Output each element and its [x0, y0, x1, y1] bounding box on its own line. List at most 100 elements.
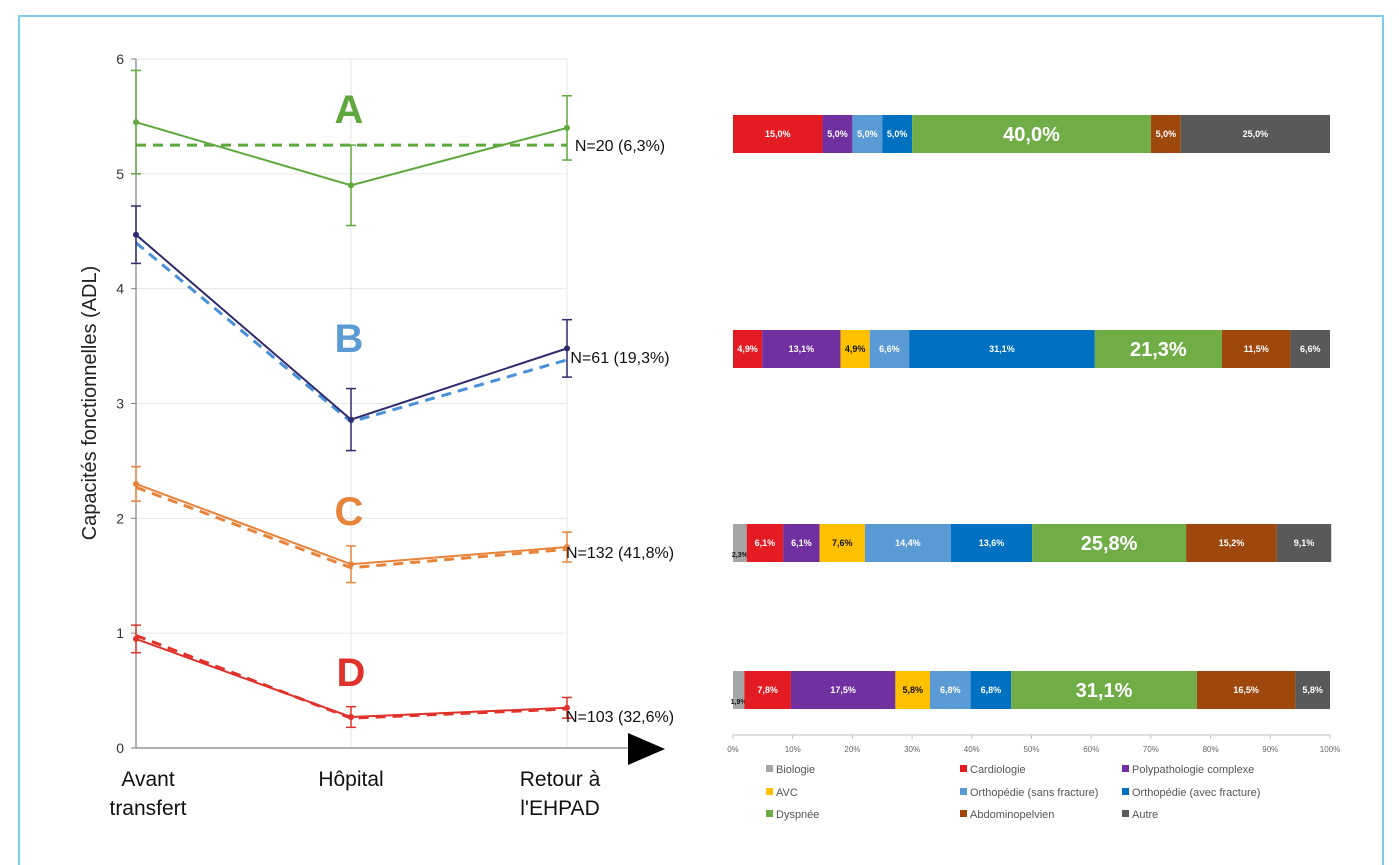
bar-segment	[733, 524, 747, 562]
figure-frame	[18, 15, 1384, 865]
data-point	[133, 480, 139, 487]
data-point	[348, 713, 354, 720]
data-point	[348, 182, 354, 189]
bar-segment	[1196, 671, 1296, 709]
bar-segment-label: 31,1%	[1076, 680, 1133, 702]
bar-segment-label: 7,6%	[832, 538, 853, 548]
y-tick-label: 6	[116, 51, 124, 67]
bar-segment	[970, 671, 1012, 709]
data-point	[348, 561, 354, 568]
bar-segment-label: 15,0%	[765, 129, 791, 139]
x-category-line: l'EHPAD	[520, 797, 599, 820]
bar-segment	[1180, 115, 1330, 153]
y-tick-label: 4	[116, 281, 124, 297]
bar-segment-label: 6,1%	[791, 538, 812, 548]
legend-item: Orthopédie (avec fracture)	[1122, 787, 1260, 799]
legend-item: Polypathologie complexe	[1122, 764, 1254, 776]
data-point	[133, 635, 139, 642]
x-tick-label: 50%	[1023, 745, 1039, 754]
bar-segment-label: 31,1%	[989, 344, 1015, 354]
legend-label: Biologie	[776, 764, 815, 776]
bar-segment	[909, 330, 1095, 368]
x-category-label: Avant transfert	[109, 768, 186, 820]
bar-segment-label: 5,0%	[827, 129, 848, 139]
bar-segment	[1276, 524, 1332, 562]
bar-segment-label: 2,3%	[732, 552, 749, 559]
x-category-line: Avant	[121, 768, 174, 791]
legend-label: Orthopédie (sans fracture)	[970, 787, 1098, 799]
legend-label: Cardiologie	[970, 764, 1026, 776]
series-letter: C	[335, 490, 364, 534]
bar-segment	[733, 671, 745, 709]
bar-segment	[1290, 330, 1330, 368]
bar-segment-label: 25,0%	[1243, 129, 1269, 139]
bar-segment	[912, 115, 1151, 153]
bar-segment	[1186, 524, 1277, 562]
data-point	[564, 124, 570, 131]
bar-segment-label: 11,5%	[1244, 344, 1269, 354]
series-n-label: N=132 (41,8%)	[566, 545, 674, 562]
bar-segment-label: 15,2%	[1219, 538, 1245, 548]
data-point	[564, 345, 570, 352]
bar-segment	[783, 524, 820, 562]
x-category-line: Retour à	[520, 768, 601, 791]
bar-segment-label: 1,9%	[731, 699, 748, 706]
bar-segment-label: 9,1%	[1294, 538, 1315, 548]
legend-label: Abdominopelvien	[970, 809, 1054, 821]
series-A: A N=20 (6,3%)	[131, 69, 665, 227]
x-category-line: transfert	[109, 797, 186, 820]
bar-A: 15,0% 5,0% 5,0% 5,0% 40,0% 5,0% 25,0%	[733, 115, 1330, 153]
bar-segment	[840, 330, 870, 368]
bar-segment	[733, 115, 823, 153]
bar-segment-label: 5,8%	[902, 685, 923, 695]
data-point	[133, 231, 139, 238]
series-letter: B	[335, 317, 364, 361]
bar-segment	[1221, 330, 1291, 368]
legend-item: Autre	[1122, 809, 1158, 821]
x-tick-label: 20%	[844, 745, 860, 754]
bar-segment	[733, 330, 763, 368]
bar-segment-label: 40,0%	[1003, 124, 1060, 146]
legend-item: Biologie	[766, 764, 815, 776]
bar-segment-label: 17,5%	[830, 685, 856, 695]
bar-segment	[822, 115, 853, 153]
series-D: D N=103 (32,6%)	[131, 624, 674, 729]
bar-segment	[1032, 524, 1187, 562]
bar-segment	[819, 524, 865, 562]
bar-segment-label: 21,3%	[1130, 339, 1187, 361]
bar-segment-label: 6,8%	[940, 685, 961, 695]
data-point	[348, 416, 354, 423]
legend-swatch	[766, 765, 773, 772]
bar-segment	[930, 671, 971, 709]
legend-swatch	[1122, 765, 1129, 772]
legend-label: Dyspnée	[776, 809, 819, 821]
bar-segment	[1150, 115, 1181, 153]
bar-segment-label: 5,8%	[1302, 685, 1323, 695]
y-tick-label: 3	[116, 396, 124, 412]
data-point	[564, 544, 570, 551]
y-tick-label: 1	[116, 625, 124, 641]
x-tick-label: 80%	[1203, 745, 1219, 754]
x-tick-label: 10%	[785, 745, 801, 754]
x-tick-label: 60%	[1083, 745, 1099, 754]
series-C: C N=132 (41,8%)	[131, 465, 674, 584]
legend-item: AVC	[766, 787, 798, 799]
bar-segment-label: 5,0%	[887, 129, 908, 139]
data-point	[133, 119, 139, 126]
x-category-line: Hôpital	[318, 768, 383, 791]
bar-segment-label: 5,0%	[857, 129, 878, 139]
bar-segment	[762, 330, 841, 368]
legend-item: Cardiologie	[960, 764, 1026, 776]
bar-segment-label: 5,0%	[1156, 129, 1177, 139]
bar-D: 1,9% 7,8% 17,5% 5,8% 6,8% 6,8% 31,1% 16,5% 5,8%	[731, 671, 1330, 709]
bar-segment-label: 13,6%	[979, 538, 1005, 548]
y-axis-label: Capacités fonctionnelles (ADL)	[79, 266, 101, 541]
bar-segment	[882, 115, 913, 153]
legend-label: AVC	[776, 787, 798, 799]
bar-segment	[864, 524, 951, 562]
x-axis-arrow	[628, 733, 665, 765]
x-tick-label: 40%	[964, 745, 980, 754]
series-letter: D	[337, 651, 366, 695]
bar-segment	[744, 671, 791, 709]
x-tick-label: 90%	[1262, 745, 1278, 754]
